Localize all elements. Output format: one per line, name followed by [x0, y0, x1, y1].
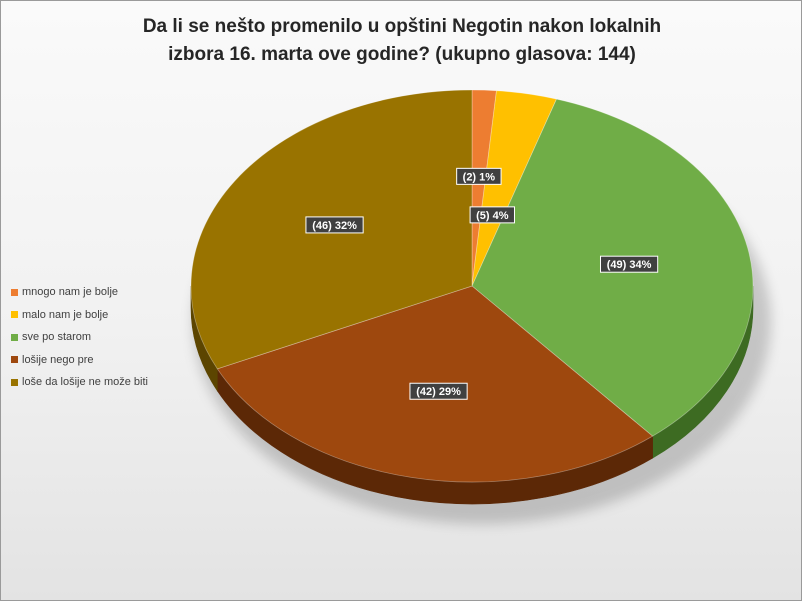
- legend-swatch: [11, 356, 18, 364]
- svg-text:(5) 4%: (5) 4%: [476, 210, 509, 222]
- svg-text:(42) 29%: (42) 29%: [416, 386, 461, 398]
- legend-label: sve po starom: [22, 331, 92, 344]
- legend-item: lošije nego pre: [11, 349, 159, 372]
- data-label-5: (46) 32%: [305, 216, 364, 234]
- legend: mnogo nam je bolje malo nam je bolje sve p…: [11, 281, 159, 394]
- legend-item: malo nam je bolje: [11, 304, 159, 327]
- legend-label: mnogo nam je bolje: [22, 286, 119, 299]
- legend-item: mnogo nam je bolje: [11, 281, 159, 304]
- chart-title: Da li se nešto promenilo u opštini Negot…: [142, 16, 662, 65]
- pie-slice-1[interactable]: [471, 89, 497, 287]
- svg-text:(49) 34%: (49) 34%: [607, 259, 652, 271]
- legend-label: lošije nego pre: [22, 353, 94, 366]
- legend-swatch: [11, 311, 18, 319]
- svg-text:(2) 1%: (2) 1%: [463, 171, 496, 183]
- legend-swatch: [11, 378, 18, 386]
- legend-swatch: [11, 288, 18, 296]
- svg-text:(46) 32%: (46) 32%: [312, 220, 357, 232]
- pie-slice-2[interactable]: [471, 90, 558, 287]
- legend-item: sve po starom: [11, 326, 159, 349]
- legend-label: loše da lošije ne može biti: [22, 376, 148, 389]
- data-label-1: (2) 1%: [456, 167, 502, 185]
- data-label-3: (49) 34%: [599, 255, 659, 273]
- data-label-2: (5) 4%: [469, 206, 515, 224]
- data-label-4: (42) 29%: [409, 382, 468, 400]
- legend-item: loše da lošije ne može biti: [11, 371, 159, 394]
- legend-swatch: [11, 333, 18, 341]
- legend-label: malo nam je bolje: [22, 308, 109, 321]
